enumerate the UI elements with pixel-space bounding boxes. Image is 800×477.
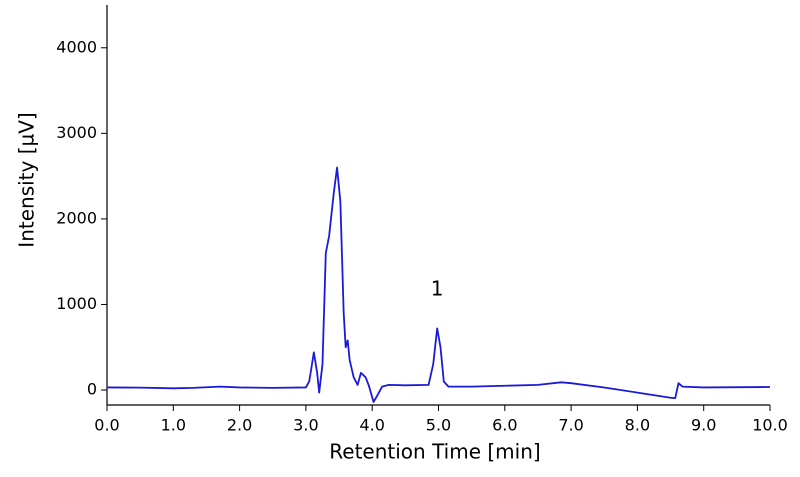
y-axis-label: Intensity [µV] [15,112,39,247]
x-tick-label: 0.0 [94,416,119,435]
x-tick-label: 6.0 [492,416,517,435]
x-tick-label: 2.0 [227,416,252,435]
y-tick-label: 0 [87,380,97,399]
x-tick-label: 1.0 [161,416,186,435]
x-tick-label: 5.0 [426,416,451,435]
y-tick-label: 4000 [56,37,97,56]
y-tick-label: 3000 [56,123,97,142]
y-tick-label: 1000 [56,294,97,313]
x-tick-label: 10.0 [752,416,788,435]
y-tick-label: 2000 [56,208,97,227]
signal-line [106,166,771,403]
x-tick-label: 4.0 [359,416,384,435]
x-tick-label: 7.0 [558,416,583,435]
peak-label: 1 [431,277,444,301]
x-tick-label: 3.0 [293,416,318,435]
x-axis-label: Retention Time [min] [329,440,540,464]
x-tick-label: 9.0 [691,416,716,435]
x-tick-label: 8.0 [625,416,650,435]
